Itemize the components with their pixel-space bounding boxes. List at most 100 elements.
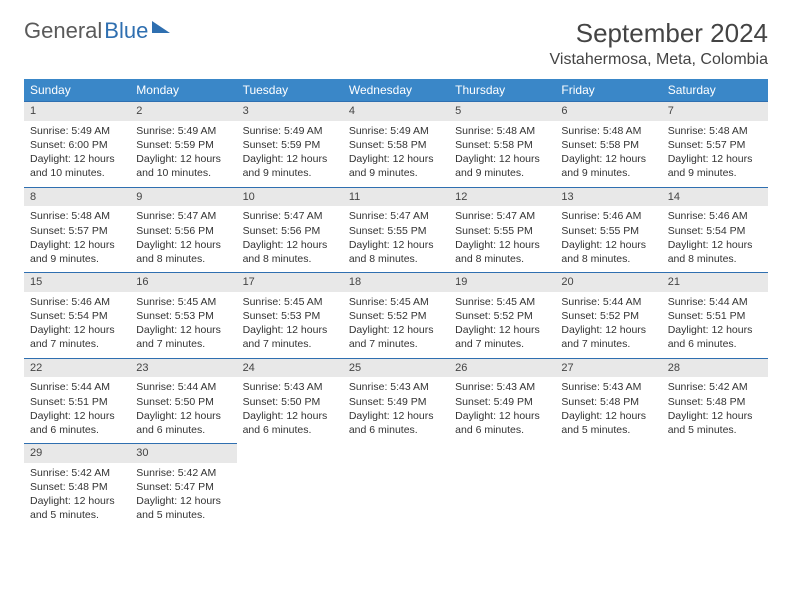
sunrise-line: Sunrise: 5:45 AM — [243, 295, 337, 309]
sunset-line: Sunset: 5:59 PM — [136, 138, 230, 152]
cell-body: Sunrise: 5:47 AMSunset: 5:56 PMDaylight:… — [237, 206, 343, 272]
sunset-line: Sunset: 5:52 PM — [561, 309, 655, 323]
calendar-cell — [662, 443, 768, 529]
sunset-line: Sunset: 5:58 PM — [455, 138, 549, 152]
date-number: 18 — [343, 273, 449, 292]
daylight-line: Daylight: 12 hours and 10 minutes. — [30, 152, 124, 180]
calendar-cell: 6Sunrise: 5:48 AMSunset: 5:58 PMDaylight… — [555, 101, 661, 187]
cell-body: Sunrise: 5:45 AMSunset: 5:53 PMDaylight:… — [237, 292, 343, 358]
date-number: 12 — [449, 188, 555, 207]
sunrise-line: Sunrise: 5:48 AM — [455, 124, 549, 138]
date-number: 21 — [662, 273, 768, 292]
sunrise-line: Sunrise: 5:42 AM — [30, 466, 124, 480]
sunset-line: Sunset: 5:54 PM — [30, 309, 124, 323]
page-header: GeneralBlue September 2024 Vistahermosa,… — [24, 18, 768, 69]
calendar-cell: 4Sunrise: 5:49 AMSunset: 5:58 PMDaylight… — [343, 101, 449, 187]
calendar-cell: 23Sunrise: 5:44 AMSunset: 5:50 PMDayligh… — [130, 358, 236, 444]
daylight-line: Daylight: 12 hours and 8 minutes. — [668, 238, 762, 266]
daylight-line: Daylight: 12 hours and 7 minutes. — [243, 323, 337, 351]
cell-body: Sunrise: 5:42 AMSunset: 5:48 PMDaylight:… — [662, 377, 768, 443]
date-number: 8 — [24, 188, 130, 207]
sunset-line: Sunset: 6:00 PM — [30, 138, 124, 152]
sunrise-line: Sunrise: 5:49 AM — [243, 124, 337, 138]
cell-body: Sunrise: 5:44 AMSunset: 5:51 PMDaylight:… — [24, 377, 130, 443]
month-title: September 2024 — [550, 18, 768, 49]
cell-body: Sunrise: 5:48 AMSunset: 5:58 PMDaylight:… — [449, 121, 555, 187]
date-number: 30 — [130, 444, 236, 463]
sunrise-line: Sunrise: 5:48 AM — [668, 124, 762, 138]
sunset-line: Sunset: 5:53 PM — [136, 309, 230, 323]
day-header: Wednesday — [343, 79, 449, 101]
calendar-cell: 27Sunrise: 5:43 AMSunset: 5:48 PMDayligh… — [555, 358, 661, 444]
daylight-line: Daylight: 12 hours and 9 minutes. — [349, 152, 443, 180]
calendar-cell: 17Sunrise: 5:45 AMSunset: 5:53 PMDayligh… — [237, 272, 343, 358]
date-number: 17 — [237, 273, 343, 292]
daylight-line: Daylight: 12 hours and 6 minutes. — [455, 409, 549, 437]
cell-body: Sunrise: 5:42 AMSunset: 5:47 PMDaylight:… — [130, 463, 236, 529]
calendar-cell: 9Sunrise: 5:47 AMSunset: 5:56 PMDaylight… — [130, 187, 236, 273]
cell-body: Sunrise: 5:44 AMSunset: 5:52 PMDaylight:… — [555, 292, 661, 358]
daylight-line: Daylight: 12 hours and 6 minutes. — [136, 409, 230, 437]
calendar-cell: 22Sunrise: 5:44 AMSunset: 5:51 PMDayligh… — [24, 358, 130, 444]
calendar-cell: 30Sunrise: 5:42 AMSunset: 5:47 PMDayligh… — [130, 443, 236, 529]
cell-body: Sunrise: 5:49 AMSunset: 5:58 PMDaylight:… — [343, 121, 449, 187]
date-number: 26 — [449, 359, 555, 378]
sunset-line: Sunset: 5:52 PM — [349, 309, 443, 323]
date-number: 14 — [662, 188, 768, 207]
calendar-cell: 21Sunrise: 5:44 AMSunset: 5:51 PMDayligh… — [662, 272, 768, 358]
cell-body: Sunrise: 5:43 AMSunset: 5:49 PMDaylight:… — [449, 377, 555, 443]
calendar-cell — [449, 443, 555, 529]
day-header: Sunday — [24, 79, 130, 101]
calendar-cell: 2Sunrise: 5:49 AMSunset: 5:59 PMDaylight… — [130, 101, 236, 187]
date-number: 19 — [449, 273, 555, 292]
calendar-cell: 14Sunrise: 5:46 AMSunset: 5:54 PMDayligh… — [662, 187, 768, 273]
date-number: 11 — [343, 188, 449, 207]
sunset-line: Sunset: 5:56 PM — [243, 224, 337, 238]
daylight-line: Daylight: 12 hours and 6 minutes. — [30, 409, 124, 437]
cell-body: Sunrise: 5:43 AMSunset: 5:49 PMDaylight:… — [343, 377, 449, 443]
date-number: 25 — [343, 359, 449, 378]
daylight-line: Daylight: 12 hours and 7 minutes. — [455, 323, 549, 351]
sunset-line: Sunset: 5:57 PM — [30, 224, 124, 238]
date-number: 13 — [555, 188, 661, 207]
date-number: 20 — [555, 273, 661, 292]
cell-body: Sunrise: 5:46 AMSunset: 5:54 PMDaylight:… — [24, 292, 130, 358]
sunset-line: Sunset: 5:49 PM — [349, 395, 443, 409]
daylight-line: Daylight: 12 hours and 8 minutes. — [136, 238, 230, 266]
sunset-line: Sunset: 5:55 PM — [561, 224, 655, 238]
daylight-line: Daylight: 12 hours and 5 minutes. — [30, 494, 124, 522]
sunset-line: Sunset: 5:54 PM — [668, 224, 762, 238]
sunrise-line: Sunrise: 5:42 AM — [136, 466, 230, 480]
sunrise-line: Sunrise: 5:49 AM — [349, 124, 443, 138]
date-number: 23 — [130, 359, 236, 378]
daylight-line: Daylight: 12 hours and 5 minutes. — [561, 409, 655, 437]
calendar-cell: 19Sunrise: 5:45 AMSunset: 5:52 PMDayligh… — [449, 272, 555, 358]
calendar-cell: 11Sunrise: 5:47 AMSunset: 5:55 PMDayligh… — [343, 187, 449, 273]
cell-body: Sunrise: 5:45 AMSunset: 5:52 PMDaylight:… — [343, 292, 449, 358]
date-number: 5 — [449, 102, 555, 121]
calendar-cell: 8Sunrise: 5:48 AMSunset: 5:57 PMDaylight… — [24, 187, 130, 273]
calendar-cell: 28Sunrise: 5:42 AMSunset: 5:48 PMDayligh… — [662, 358, 768, 444]
date-number: 29 — [24, 444, 130, 463]
daylight-line: Daylight: 12 hours and 7 minutes. — [30, 323, 124, 351]
day-header: Friday — [555, 79, 661, 101]
date-number: 6 — [555, 102, 661, 121]
calendar-cell: 25Sunrise: 5:43 AMSunset: 5:49 PMDayligh… — [343, 358, 449, 444]
date-number: 16 — [130, 273, 236, 292]
daylight-line: Daylight: 12 hours and 8 minutes. — [561, 238, 655, 266]
sunset-line: Sunset: 5:53 PM — [243, 309, 337, 323]
sunrise-line: Sunrise: 5:44 AM — [30, 380, 124, 394]
cell-body: Sunrise: 5:48 AMSunset: 5:58 PMDaylight:… — [555, 121, 661, 187]
sunrise-line: Sunrise: 5:42 AM — [668, 380, 762, 394]
date-number: 4 — [343, 102, 449, 121]
daylight-line: Daylight: 12 hours and 7 minutes. — [561, 323, 655, 351]
daylight-line: Daylight: 12 hours and 6 minutes. — [668, 323, 762, 351]
sunset-line: Sunset: 5:50 PM — [136, 395, 230, 409]
daylight-line: Daylight: 12 hours and 9 minutes. — [30, 238, 124, 266]
daylight-line: Daylight: 12 hours and 9 minutes. — [243, 152, 337, 180]
date-number: 10 — [237, 188, 343, 207]
date-number: 9 — [130, 188, 236, 207]
cell-body: Sunrise: 5:43 AMSunset: 5:48 PMDaylight:… — [555, 377, 661, 443]
daylight-line: Daylight: 12 hours and 9 minutes. — [455, 152, 549, 180]
calendar-cell: 24Sunrise: 5:43 AMSunset: 5:50 PMDayligh… — [237, 358, 343, 444]
